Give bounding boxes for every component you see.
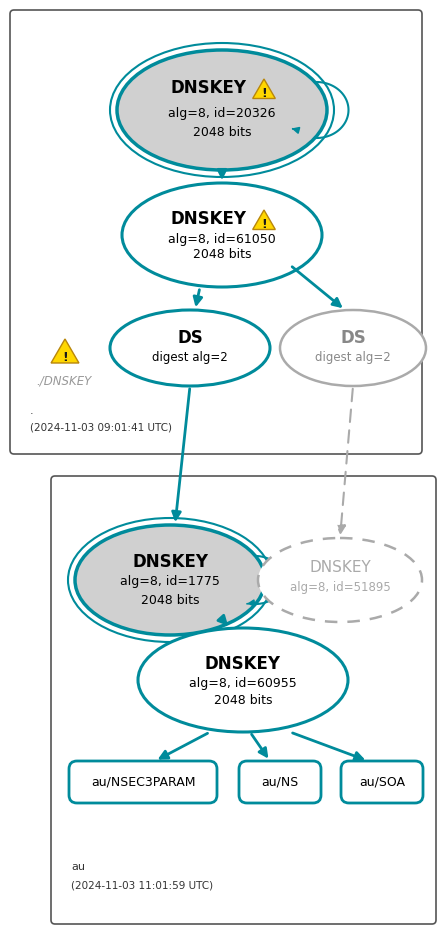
Text: !: ! (261, 88, 267, 100)
Polygon shape (51, 339, 79, 363)
Text: au: au (71, 862, 85, 872)
Text: alg=8, id=1775: alg=8, id=1775 (120, 576, 220, 588)
Text: alg=8, id=51895: alg=8, id=51895 (290, 582, 390, 595)
Ellipse shape (110, 310, 270, 386)
Text: (2024-11-03 09:01:41 UTC): (2024-11-03 09:01:41 UTC) (30, 422, 172, 432)
Ellipse shape (138, 628, 348, 732)
Text: !: ! (261, 218, 267, 231)
Ellipse shape (122, 183, 322, 287)
Ellipse shape (280, 310, 426, 386)
Text: DNSKEY: DNSKEY (132, 553, 208, 571)
Text: DNSKEY: DNSKEY (309, 561, 371, 576)
Text: digest alg=2: digest alg=2 (152, 351, 228, 364)
Text: alg=8, id=60955: alg=8, id=60955 (189, 677, 297, 689)
Text: (2024-11-03 11:01:59 UTC): (2024-11-03 11:01:59 UTC) (71, 880, 213, 890)
Text: alg=8, id=61050: alg=8, id=61050 (168, 232, 276, 245)
Polygon shape (253, 210, 275, 229)
Text: alg=8, id=20326: alg=8, id=20326 (168, 107, 276, 120)
Text: 2048 bits: 2048 bits (141, 594, 199, 606)
Polygon shape (253, 79, 275, 98)
Text: DS: DS (177, 329, 203, 347)
Ellipse shape (75, 525, 265, 635)
Text: au/NS: au/NS (261, 776, 299, 788)
Text: 2048 bits: 2048 bits (214, 694, 272, 706)
Text: digest alg=2: digest alg=2 (315, 351, 391, 364)
Ellipse shape (258, 538, 422, 622)
Text: DNSKEY: DNSKEY (205, 655, 281, 673)
FancyBboxPatch shape (69, 761, 217, 803)
FancyBboxPatch shape (10, 10, 422, 454)
Ellipse shape (110, 43, 334, 177)
FancyBboxPatch shape (51, 476, 436, 924)
Text: ./DNSKEY: ./DNSKEY (36, 375, 91, 388)
Text: au/NSEC3PARAM: au/NSEC3PARAM (91, 776, 195, 788)
Text: DS: DS (340, 329, 366, 347)
Ellipse shape (117, 50, 327, 170)
Text: !: ! (62, 351, 68, 363)
Text: .: . (30, 406, 34, 416)
Text: 2048 bits: 2048 bits (193, 126, 251, 139)
Text: au/SOA: au/SOA (359, 776, 405, 788)
Text: DNSKEY: DNSKEY (170, 79, 246, 97)
Text: 2048 bits: 2048 bits (193, 248, 251, 261)
FancyBboxPatch shape (341, 761, 423, 803)
Text: DNSKEY: DNSKEY (170, 210, 246, 228)
FancyBboxPatch shape (239, 761, 321, 803)
Ellipse shape (68, 518, 272, 642)
